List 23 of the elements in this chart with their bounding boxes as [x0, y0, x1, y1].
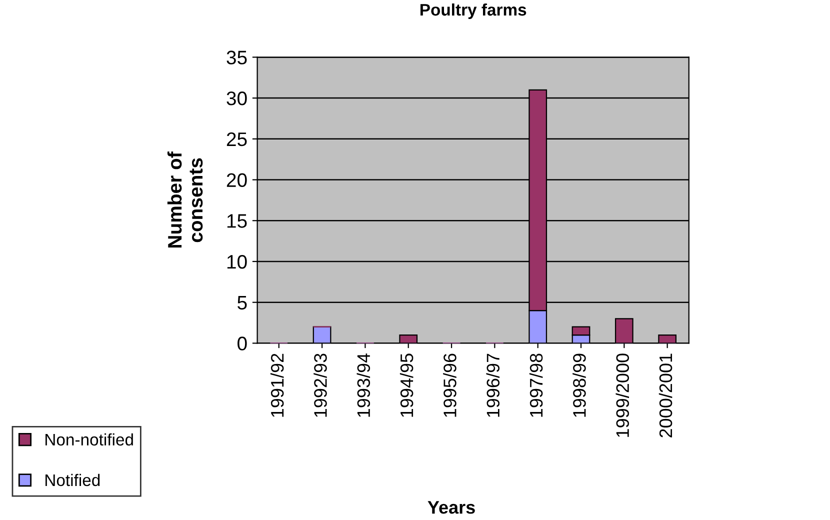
x-tick-label: 1998/99: [572, 354, 586, 417]
y-tick-label: 10: [227, 254, 247, 269]
x-tick-label: 2000/2001: [658, 354, 672, 438]
y-axis-title: Number of consents: [167, 152, 203, 248]
legend-label: Non-notified: [46, 433, 133, 446]
y-tick-label: 15: [227, 214, 247, 228]
x-tick-label: 1991/92: [270, 354, 284, 417]
y-tick-label: 30: [226, 92, 247, 106]
x-tick-label: 1995/96: [443, 354, 456, 417]
legend-label: Notified: [46, 474, 100, 486]
x-tick-label: 1999/2000: [616, 354, 630, 437]
chart-title: Poultry farms: [420, 3, 526, 19]
x-tick-label: 1994/95: [400, 354, 414, 417]
y-tick-label: 5: [238, 296, 247, 310]
y-tick-label: 0: [238, 336, 247, 350]
y-tick-label: 35: [226, 50, 247, 64]
x-tick-label: 1993/94: [356, 353, 370, 417]
x-tick-label: 1996/97: [486, 354, 500, 417]
x-axis-title: Years: [428, 501, 475, 514]
y-tick-label: 25: [226, 132, 247, 146]
y-tick-label: 20: [226, 173, 247, 188]
x-tick-label: 1992/93: [314, 354, 327, 417]
x-tick-label: 1997/98: [529, 354, 543, 417]
